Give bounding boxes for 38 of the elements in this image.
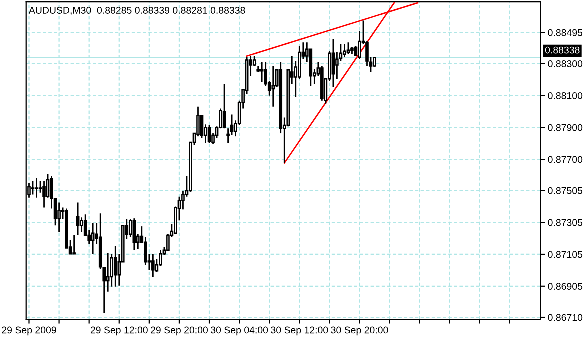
x-tick-label: 29 Sep 2009 (2, 326, 56, 336)
y-tick-label: 0.86710 (548, 314, 583, 322)
y-tick-label: 0.87505 (548, 187, 583, 194)
candlestick (106, 252, 110, 293)
candlestick (58, 202, 61, 234)
y-tick-label: 0.88100 (548, 92, 583, 100)
ref-line-label: 0.88338 (545, 46, 580, 54)
y-tick-label: 0.86905 (548, 283, 583, 290)
x-tick-label: 30 Sep 20:00 (331, 326, 388, 336)
candlestick (38, 180, 42, 194)
y-tick-label: 0.88300 (548, 60, 583, 68)
candlestick (272, 65, 276, 108)
candlestick (260, 62, 264, 83)
candlestick (132, 218, 136, 252)
chart-title: AUDUSD,M30 0.88285 0.88339 0.88281 0.88338 (28, 7, 246, 16)
x-tick-label: 29 Sep 20:00 (151, 326, 208, 336)
candlestick (152, 253, 155, 278)
candlestick (91, 222, 95, 255)
candlestick (208, 124, 212, 144)
candlestick (343, 44, 346, 58)
y-tick-label: 0.87305 (548, 219, 583, 226)
x-tick-label: 29 Sep 12:00 (90, 326, 148, 336)
y-tick-label: 0.88495 (548, 29, 583, 36)
candlestick (346, 42, 350, 56)
x-tick-label: 30 Sep 04:00 (211, 326, 268, 336)
candlestick (72, 234, 76, 255)
candlestick (42, 180, 46, 208)
y-tick-label: 0.87105 (548, 251, 583, 258)
candlestick (222, 83, 226, 130)
candlestick (31, 180, 35, 196)
candlestick (76, 202, 80, 236)
x-tick-label: 30 Sep 12:00 (271, 326, 328, 336)
y-tick-label: 0.87700 (548, 156, 583, 164)
candlestick (35, 177, 38, 199)
candlestick (114, 246, 118, 288)
y-tick-label: 0.87900 (548, 124, 583, 132)
candlestick (80, 216, 84, 234)
candlestick (332, 38, 336, 88)
